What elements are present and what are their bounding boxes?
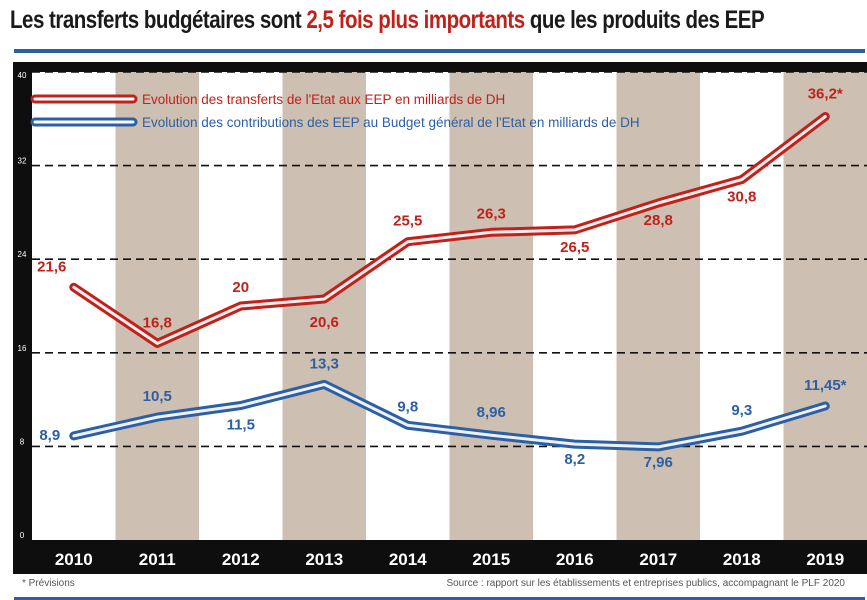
x-tick-2017: 2017: [639, 550, 677, 569]
contributions-label-2019: 11,45*: [804, 377, 847, 394]
stripe-2019: [783, 72, 867, 540]
y-tick-24: 24: [18, 250, 27, 259]
transfers-label-2015: 26,3: [477, 205, 506, 222]
y-tick-40: 40: [18, 71, 27, 80]
transfers-label-2014: 25,5: [393, 213, 422, 230]
y-axis-ticks: 0 8 16 24 32 40: [18, 71, 27, 540]
series-lines: [69, 112, 830, 452]
transfers-label-2019: 36,2*: [808, 85, 843, 102]
transfers-label-2018: 30,8: [727, 189, 756, 206]
footnote: * Prévisions: [22, 578, 75, 589]
header-rule: [14, 49, 865, 53]
chart-frame: 0 8 16 24 32 40 2010 2011 2012 2013 2014 2015 2016 2…: [13, 62, 867, 574]
stripe-2017: [616, 72, 700, 540]
stripe-2013: [282, 72, 366, 540]
transfers-label-2017: 28,8: [644, 212, 673, 229]
chart-legend: Evolution des transferts de l'Etat aux E…: [30, 92, 640, 130]
contributions-line-core: [72, 382, 827, 449]
x-tick-2014: 2014: [389, 550, 427, 569]
y-tick-0: 0: [20, 531, 25, 540]
transfers-label-2010: 21,6: [37, 258, 66, 275]
y-tick-32: 32: [18, 157, 27, 166]
x-tick-2010: 2010: [55, 550, 93, 569]
stripe-2015: [449, 72, 533, 540]
contributions-label-2018: 9,3: [731, 402, 752, 419]
legend-label-transfers: Evolution des transferts de l'Etat aux E…: [142, 92, 505, 107]
source-note: Source : rapport sur les établissements …: [446, 578, 845, 589]
x-tick-2012: 2012: [222, 550, 260, 569]
y-tick-8: 8: [20, 437, 25, 446]
gridlines: [32, 71, 867, 448]
contributions-label-2010: 8,9: [39, 427, 60, 444]
transfers-label-2013: 20,6: [310, 314, 339, 331]
transfers-label-2012: 20: [232, 279, 249, 296]
contributions-label-2011: 10,5: [143, 388, 172, 405]
x-tick-2016: 2016: [556, 550, 594, 569]
contributions-label-2017: 7,96: [644, 454, 673, 471]
x-tick-2018: 2018: [723, 550, 761, 569]
x-tick-2013: 2013: [305, 550, 343, 569]
transfers-line-core: [72, 115, 827, 345]
x-axis-ticks: 2010 2011 2012 2013 2014 2015 2016 2017 2018 2019: [55, 550, 844, 569]
contributions-label-2016: 8,2: [564, 451, 585, 468]
data-labels: 21,6 16,8 20 20,6 25,5 26,3 26,5 28,8 30,8 36,2* 8…: [37, 85, 847, 470]
y-tick-16: 16: [18, 344, 27, 353]
legend-label-contributions: Evolution des contributions des EEP au B…: [142, 115, 640, 130]
stripe-2011: [115, 72, 199, 540]
contributions-label-2015: 8,96: [477, 404, 506, 421]
contributions-label-2013: 13,3: [310, 355, 339, 372]
transfers-label-2011: 16,8: [143, 314, 172, 331]
x-tick-2019: 2019: [806, 550, 844, 569]
x-tick-2011: 2011: [139, 550, 176, 569]
headline-part1: Les transferts budgétaires sont: [10, 6, 307, 34]
headline-part2: que les produits des EEP: [524, 6, 765, 34]
chart-headline: Les transferts budgétaires sont 2,5 fois…: [10, 6, 765, 35]
headline-highlight: 2,5 fois plus importants: [306, 6, 525, 34]
transfers-label-2016: 26,5: [560, 239, 589, 256]
x-tick-2015: 2015: [472, 550, 510, 569]
contributions-label-2012: 11,5: [227, 416, 255, 433]
footer-rule: [14, 597, 865, 600]
contributions-label-2014: 9,8: [397, 398, 418, 415]
year-stripes: [115, 72, 867, 540]
